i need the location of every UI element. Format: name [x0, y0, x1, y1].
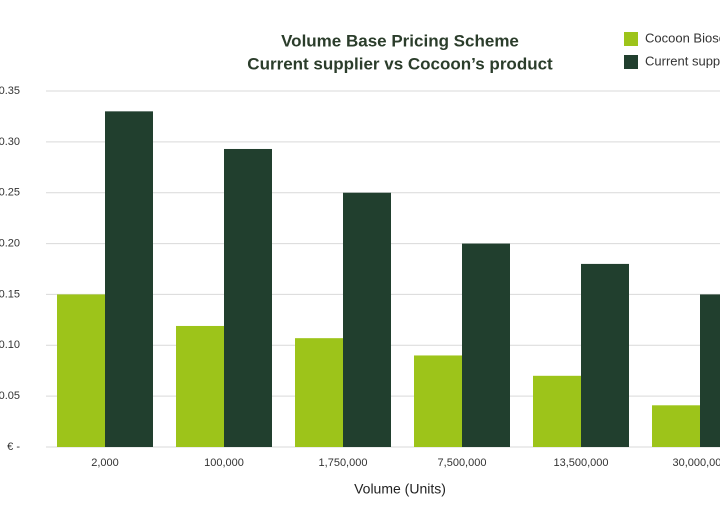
y-tick-label: € 0.15	[0, 288, 20, 300]
y-tick-label: € 0.20	[0, 237, 20, 249]
chart-title: Volume Base Pricing Scheme	[281, 31, 519, 50]
x-tick-label: 100,000	[204, 457, 244, 469]
x-tick-label: 13,500,000	[553, 457, 608, 469]
x-tick-label: 30,000,000	[672, 457, 720, 469]
bar	[176, 325, 224, 447]
bar	[295, 338, 343, 447]
y-tick-label: € 0.25	[0, 187, 20, 199]
legend-swatch	[624, 55, 638, 69]
legend-label: Current supplier	[645, 53, 720, 68]
chart-subtitle: Current supplier vs Cocoon’s product	[247, 54, 553, 73]
bar	[700, 294, 720, 447]
bar	[462, 243, 510, 447]
bar	[533, 375, 581, 447]
x-axis-title: Volume (Units)	[354, 481, 446, 497]
bar	[652, 405, 700, 447]
y-tick-label: € 0.30	[0, 136, 20, 148]
x-tick-label: 1,750,000	[319, 457, 368, 469]
bar	[105, 111, 153, 447]
bar	[414, 355, 462, 447]
legend-label: Cocoon Biosolutions	[645, 30, 720, 45]
x-tick-label: 2,000	[91, 457, 119, 469]
bar	[224, 148, 272, 447]
bar	[57, 294, 105, 447]
x-tick-label: 7,500,000	[438, 457, 487, 469]
bar	[343, 192, 391, 447]
bar	[581, 263, 629, 447]
y-tick-label: € 0.05	[0, 390, 20, 402]
y-tick-label: € -	[7, 441, 20, 453]
legend-swatch	[624, 32, 638, 46]
y-tick-label: € 0.10	[0, 339, 20, 351]
y-tick-label: € 0.35	[0, 85, 20, 97]
